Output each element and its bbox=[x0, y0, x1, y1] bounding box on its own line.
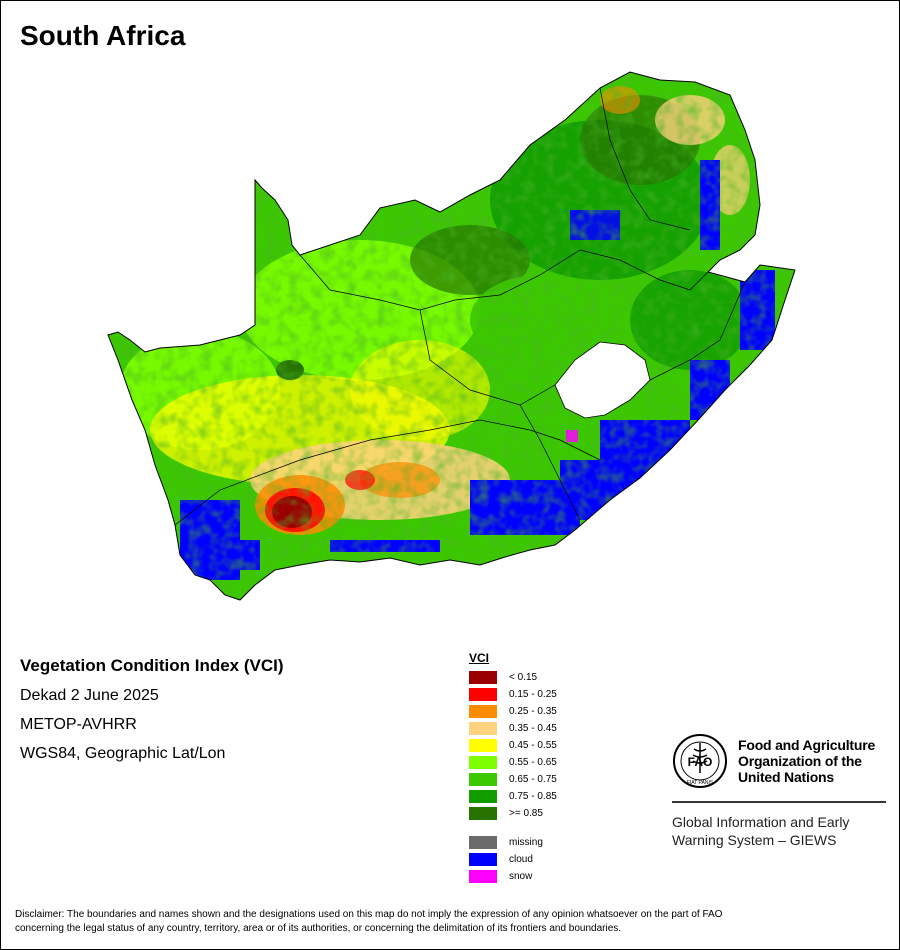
legend-item: < 0.15 bbox=[469, 669, 557, 686]
legend-swatch bbox=[469, 807, 497, 820]
legend-label: 0.65 - 0.75 bbox=[509, 774, 557, 785]
disclaimer: Disclaimer: The boundaries and names sho… bbox=[15, 909, 723, 934]
legend-swatch bbox=[469, 722, 497, 735]
legend-item: 0.25 - 0.35 bbox=[469, 703, 557, 720]
country-outline bbox=[107, 71, 796, 601]
legend-classes: < 0.15 0.15 - 0.25 0.25 - 0.35 0.35 - 0.45 0… bbox=[469, 669, 557, 822]
legend-swatch bbox=[469, 773, 497, 786]
map-info: Vegetation Condition Index (VCI) Dekad 2… bbox=[20, 656, 284, 774]
legend-swatch bbox=[469, 756, 497, 769]
legend-item: 0.35 - 0.45 bbox=[469, 720, 557, 737]
legend-swatch bbox=[469, 790, 497, 803]
legend-label: 0.15 - 0.25 bbox=[509, 689, 557, 700]
legend-label: 0.55 - 0.65 bbox=[509, 757, 557, 768]
legend-swatch bbox=[469, 671, 497, 684]
legend-item: 0.45 - 0.55 bbox=[469, 737, 557, 754]
legend-item: 0.65 - 0.75 bbox=[469, 771, 557, 788]
legend-label: 0.45 - 0.55 bbox=[509, 740, 557, 751]
legend-item: snow bbox=[469, 868, 557, 885]
vci-raster bbox=[108, 72, 795, 600]
legend-label: < 0.15 bbox=[509, 672, 538, 683]
legend-swatch bbox=[469, 739, 497, 752]
legend-item: >= 0.85 bbox=[469, 805, 557, 822]
vci-legend: VCI < 0.15 0.15 - 0.25 0.25 - 0.35 0.35 - 0… bbox=[469, 651, 557, 885]
fao-divider bbox=[672, 801, 886, 803]
legend-swatch bbox=[469, 853, 497, 866]
legend-label: 0.25 - 0.35 bbox=[509, 706, 557, 717]
vci-map bbox=[0, 60, 900, 620]
legend-swatch bbox=[469, 705, 497, 718]
giews-label: Global Information and Early Warning Sys… bbox=[672, 814, 850, 848]
legend-label: 0.75 - 0.85 bbox=[509, 791, 557, 802]
fao-block: FAO FIAT PANIS Food and Agriculture Orga… bbox=[672, 733, 888, 849]
projection-label: WGS84, Geographic Lat/Lon bbox=[20, 745, 226, 762]
legend-item: 0.75 - 0.85 bbox=[469, 788, 557, 805]
index-name: Vegetation Condition Index (VCI) bbox=[20, 656, 284, 675]
fao-name: Food and Agriculture Organization of the… bbox=[738, 737, 876, 785]
legend-title: VCI bbox=[469, 651, 490, 665]
legend-label: 0.35 - 0.45 bbox=[509, 723, 557, 734]
legend-item: 0.55 - 0.65 bbox=[469, 754, 557, 771]
legend-label: snow bbox=[509, 871, 533, 882]
legend-label: cloud bbox=[509, 854, 533, 865]
legend-swatch bbox=[469, 688, 497, 701]
south-africa-map bbox=[107, 71, 796, 601]
legend-swatch bbox=[469, 836, 497, 849]
sensor-label: METOP-AVHRR bbox=[20, 716, 137, 733]
emblem-motto: FIAT PANIS bbox=[687, 780, 714, 786]
fao-emblem-icon: FAO FIAT PANIS bbox=[673, 734, 727, 788]
legend-label: missing bbox=[509, 837, 543, 848]
legend-swatch bbox=[469, 870, 497, 883]
province-boundaries bbox=[174, 87, 746, 526]
legend-item: 0.15 - 0.25 bbox=[469, 686, 557, 703]
legend-special: missing cloud snow bbox=[469, 834, 557, 885]
legend-label: >= 0.85 bbox=[509, 808, 543, 819]
legend-item: missing bbox=[469, 834, 557, 851]
map-title: South Africa bbox=[20, 20, 186, 51]
period-label: Dekad 2 June 2025 bbox=[20, 687, 159, 704]
legend-item: cloud bbox=[469, 851, 557, 868]
emblem-text: FAO bbox=[688, 755, 713, 769]
